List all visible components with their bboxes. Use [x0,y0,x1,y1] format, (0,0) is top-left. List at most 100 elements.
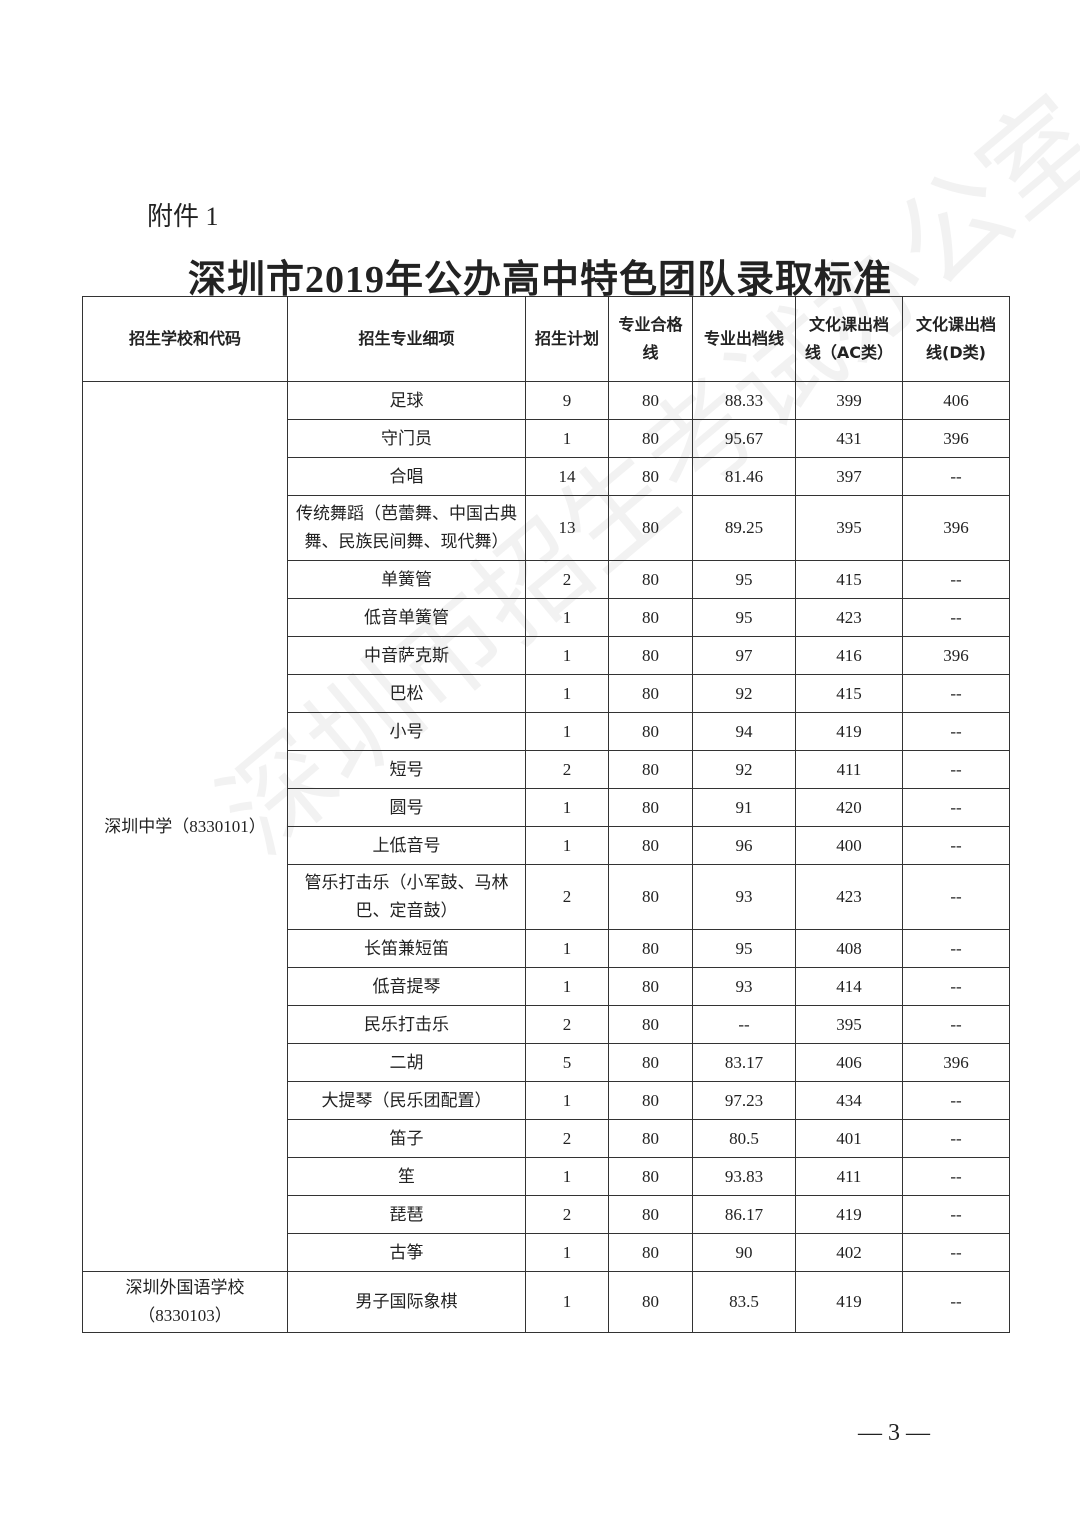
value-cell: 80 [608,788,693,827]
value-cell: 80 [608,1157,693,1196]
value-cell: 97 [692,636,796,675]
major-cell: 管乐打击乐（小军鼓、马林巴、定音鼓） [287,864,526,930]
admission-table: 招生学校和代码 招生专业细项 招生计划 专业合格线 专业出档线 文化课出档线（AC类） 文化… [82,296,1010,1333]
value-cell: 80 [608,636,693,675]
major-cell: 古筝 [287,1233,526,1272]
table-row: 单簧管 2 80 95 415 -- [83,560,1010,599]
value-cell: 1 [525,1157,609,1196]
header-row: 招生学校和代码 招生专业细项 招生计划 专业合格线 专业出档线 文化课出档线（AC类） 文化… [82,296,1010,382]
value-cell: 96 [692,826,796,865]
value-cell: 406 [902,381,1010,420]
value-cell: 90 [692,1233,796,1272]
value-cell: 2 [525,864,609,930]
table-row: 守门员 1 80 95.67 431 396 [83,419,1010,458]
value-cell: 80 [608,495,693,561]
major-cell: 大提琴（民乐团配置） [287,1081,526,1120]
value-cell: 408 [795,929,903,968]
major-cell: 民乐打击乐 [287,1005,526,1044]
school-cell: 深圳外国语学校（8330103） [82,1271,288,1333]
value-cell: -- [902,1119,1010,1158]
table-row: 笙 1 80 93.83 411 -- [83,1157,1010,1196]
table-row: 圆号 1 80 91 420 -- [83,788,1010,827]
value-cell: -- [902,1271,1010,1333]
value-cell: 93 [692,864,796,930]
value-cell: 80 [608,864,693,930]
major-cell: 合唱 [287,457,526,496]
value-cell: 83.17 [692,1043,796,1082]
column-header: 招生学校和代码 [82,296,288,382]
page-number: — 3 — [858,1420,930,1446]
value-cell: 411 [795,1157,903,1196]
value-cell: 2 [525,750,609,789]
value-cell: 434 [795,1081,903,1120]
value-cell: 93 [692,967,796,1006]
value-cell: 395 [795,1005,903,1044]
value-cell: 14 [525,457,609,496]
value-cell: -- [902,674,1010,713]
value-cell: 1 [525,712,609,751]
table-row: 深圳外国语学校（8330103） 男子国际象棋 1 80 83.5 419 -- [82,1271,1010,1333]
major-cell: 巴松 [287,674,526,713]
value-cell: 1 [525,826,609,865]
value-cell: 411 [795,750,903,789]
value-cell: 80 [608,598,693,637]
value-cell: 396 [902,495,1010,561]
major-cell: 小号 [287,712,526,751]
value-cell: 396 [902,1043,1010,1082]
value-cell: -- [902,864,1010,930]
value-cell: 419 [795,712,903,751]
table-row: 二胡 5 80 83.17 406 396 [83,1043,1010,1082]
value-cell: 80 [608,1271,693,1333]
value-cell: 395 [795,495,903,561]
value-cell: 406 [795,1043,903,1082]
value-cell: 95 [692,929,796,968]
major-cell: 笙 [287,1157,526,1196]
value-cell: 80 [608,560,693,599]
major-cell: 圆号 [287,788,526,827]
value-cell: -- [902,598,1010,637]
value-cell: 1 [525,1271,609,1333]
document-title: 深圳市2019年公办高中特色团队录取标准 [187,259,892,301]
value-cell: 397 [795,457,903,496]
value-cell: -- [902,750,1010,789]
value-cell: 93.83 [692,1157,796,1196]
value-cell: -- [902,788,1010,827]
value-cell: 2 [525,1119,609,1158]
major-cell: 笛子 [287,1119,526,1158]
major-cell: 单簧管 [287,560,526,599]
table-row: 低音单簧管 1 80 95 423 -- [83,598,1010,637]
value-cell: 89.25 [692,495,796,561]
major-cell: 二胡 [287,1043,526,1082]
value-cell: 396 [902,636,1010,675]
value-cell: 414 [795,967,903,1006]
value-cell: -- [902,1081,1010,1120]
table-row: 传统舞蹈（芭蕾舞、中国古典舞、民族民间舞、现代舞） 13 80 89.25 395 396 [83,495,1010,561]
major-cell: 男子国际象棋 [287,1271,526,1333]
value-cell: 416 [795,636,903,675]
value-cell: 419 [795,1195,903,1234]
value-cell: 13 [525,495,609,561]
value-cell: 95.67 [692,419,796,458]
value-cell: 1 [525,1233,609,1272]
value-cell: 400 [795,826,903,865]
value-cell: -- [692,1005,796,1044]
value-cell: -- [902,826,1010,865]
school-cell: 深圳中学（8330101） [82,381,288,1272]
table-row: 合唱 14 80 81.46 397 -- [83,457,1010,496]
value-cell: 1 [525,929,609,968]
value-cell: 83.5 [692,1271,796,1333]
value-cell: -- [902,1195,1010,1234]
major-cell: 短号 [287,750,526,789]
value-cell: 80 [608,826,693,865]
value-cell: 396 [902,419,1010,458]
value-cell: 5 [525,1043,609,1082]
value-cell: 423 [795,598,903,637]
value-cell: 80 [608,712,693,751]
table-row: 中音萨克斯 1 80 97 416 396 [83,636,1010,675]
value-cell: -- [902,929,1010,968]
major-cell: 足球 [287,381,526,420]
value-cell: -- [902,1233,1010,1272]
value-cell: 80 [608,967,693,1006]
value-cell: 1 [525,788,609,827]
